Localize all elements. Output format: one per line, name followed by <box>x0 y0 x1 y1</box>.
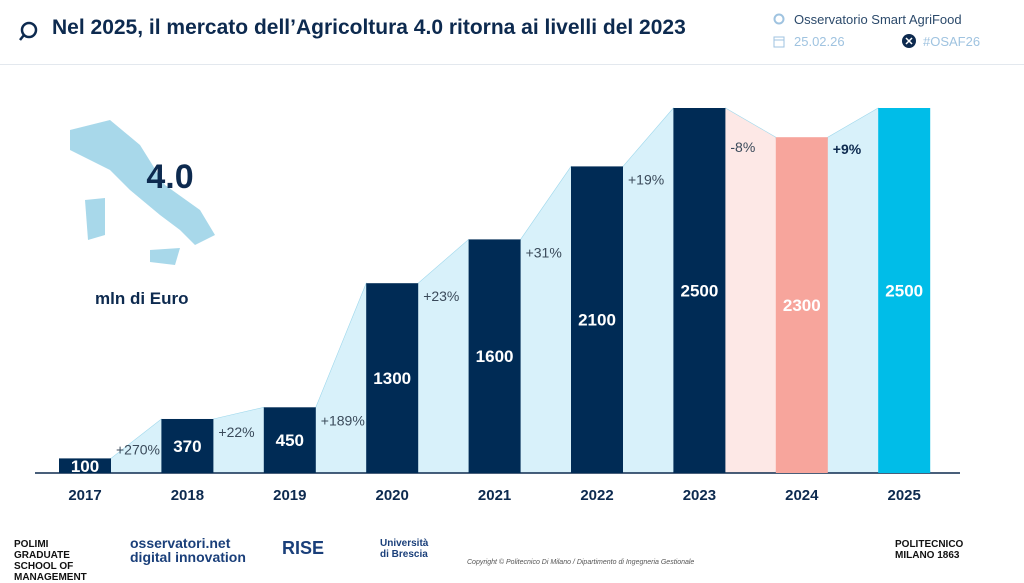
bar-2024 <box>775 137 828 473</box>
bar-2019 <box>263 407 316 473</box>
x-tick-label: 2020 <box>376 487 409 504</box>
bar-2021 <box>468 239 521 473</box>
growth-label: -8% <box>730 139 755 155</box>
bar-2018 <box>161 418 214 473</box>
value-label: 2100 <box>578 311 616 330</box>
growth-label: +189% <box>321 412 365 428</box>
logo-polimi-management: POLIMI GRADUATE SCHOOL OF MANAGEMENT <box>14 539 87 583</box>
x-tick-label: 2025 <box>888 487 921 504</box>
growth-label: +22% <box>218 424 254 440</box>
growth-label: +270% <box>116 441 160 457</box>
value-label: 2300 <box>783 296 821 315</box>
value-label: 370 <box>173 437 201 456</box>
bar-2025 <box>878 108 931 473</box>
italy-map-icon <box>70 120 215 265</box>
bar-2023 <box>673 108 726 473</box>
header-divider <box>0 64 1024 65</box>
unit-label: mln di Euro <box>95 289 189 308</box>
x-twitter-icon <box>902 34 916 51</box>
x-tick-label: 2023 <box>683 487 716 504</box>
bar-2022 <box>571 166 623 473</box>
observatory-name: Osservatorio Smart AgriFood <box>794 12 962 27</box>
observatory-icon <box>773 13 785 28</box>
value-label: 100 <box>71 457 99 476</box>
logo-rise: RISE <box>282 538 325 558</box>
value-label: 2500 <box>680 282 718 301</box>
observatory-logo-icon <box>18 20 40 47</box>
x-tick-label: 2024 <box>785 487 819 504</box>
copyright: Copyright © Politecnico Di Milano / Dipa… <box>467 559 695 566</box>
growth-label: +23% <box>423 288 459 304</box>
date: 25.02.26 <box>794 34 845 49</box>
x-tick-label: 2021 <box>478 487 511 504</box>
growth-label: +19% <box>628 171 664 187</box>
value-label: 1300 <box>373 369 411 388</box>
logo-osservatori: osservatori.net digital innovation <box>130 535 246 565</box>
value-label: 2500 <box>885 282 923 301</box>
growth-label: +9% <box>833 141 862 157</box>
hashtag: #OSAF26 <box>923 34 981 49</box>
logo-unibs: Università di Brescia <box>380 538 429 560</box>
agri-4-0-badge: 4.0 <box>146 158 193 196</box>
bar-2017 <box>59 458 111 473</box>
calendar-icon <box>773 35 785 51</box>
x-tick-label: 2022 <box>580 487 613 504</box>
bar-2020 <box>366 283 419 473</box>
growth-label: +31% <box>526 244 562 260</box>
x-tick-label: 2017 <box>68 487 101 504</box>
x-tick-label: 2019 <box>273 487 306 504</box>
value-label: 1600 <box>476 347 514 366</box>
value-label: 450 <box>276 431 304 450</box>
page-title: Nel 2025, il mercato dell’Agricoltura 4.… <box>52 16 686 39</box>
logo-politecnico: POLITECNICO MILANO 1863 <box>895 539 964 561</box>
x-tick-label: 2018 <box>171 487 204 504</box>
